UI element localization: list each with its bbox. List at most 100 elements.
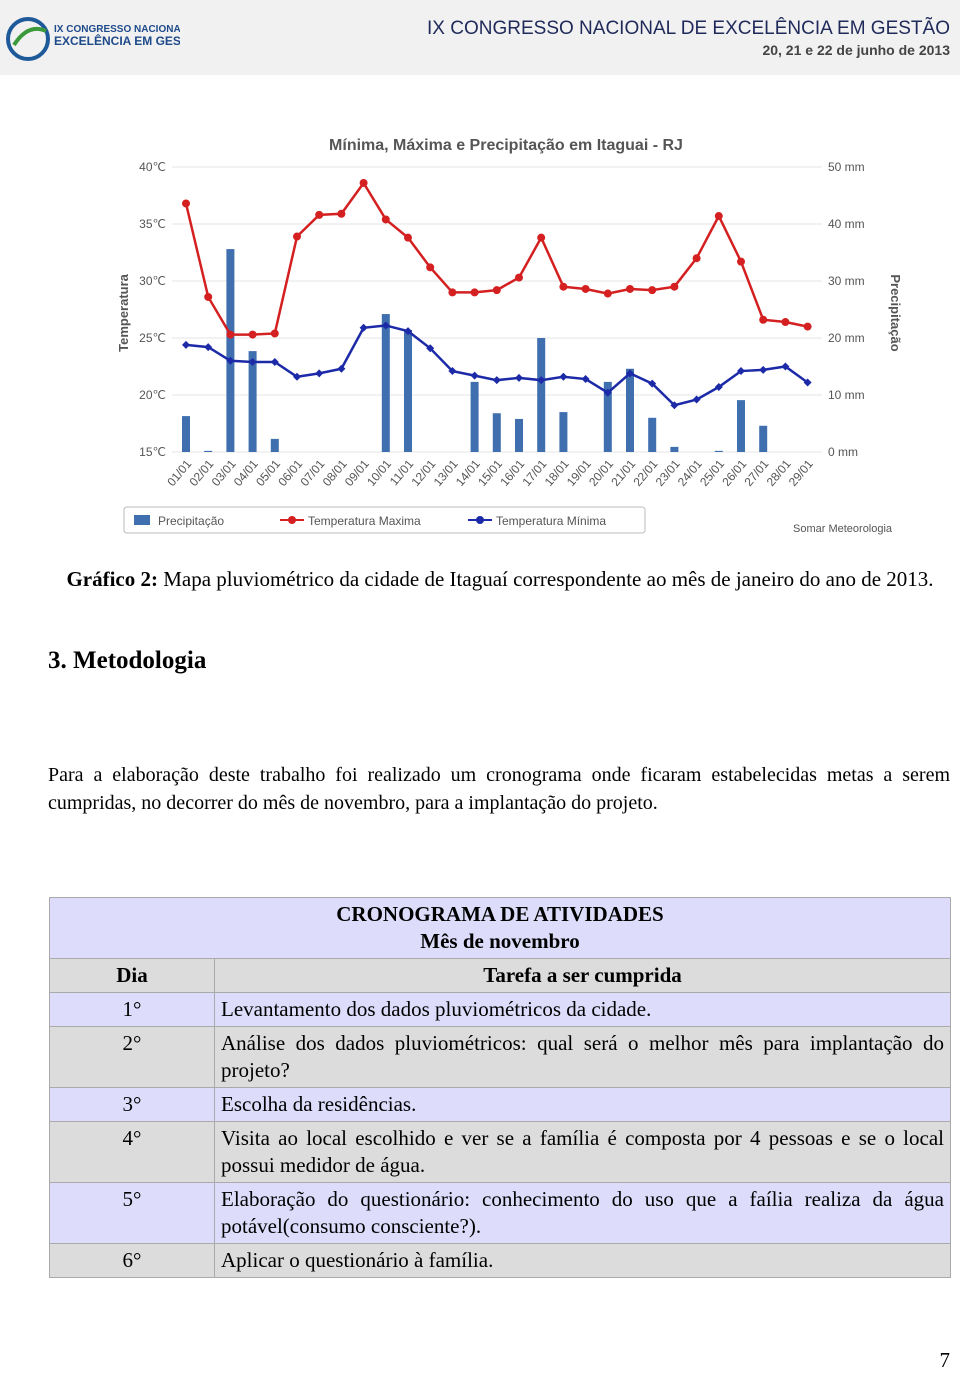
point: [359, 323, 368, 332]
point: [559, 372, 568, 381]
table-cell: Escolha da residências.: [214, 1087, 951, 1122]
point: [404, 233, 412, 242]
legend-label: Temperatura Mínima: [496, 514, 606, 528]
point: [204, 343, 213, 352]
legend-swatch: [476, 516, 484, 524]
line: [184, 180, 808, 336]
point: [248, 357, 257, 366]
bar: [204, 450, 213, 452]
bar: [603, 381, 612, 452]
point: [803, 322, 812, 331]
schedule-table: CRONOGRAMA DE ATIVIDADES Mês de novembro D…: [49, 897, 951, 1278]
cell-text: Visita ao local escolhido e ver se a fam…: [221, 1126, 944, 1177]
table-row: 1° Levantamento dos dados pluviométricos …: [49, 992, 951, 1027]
y-tick-label: 40℃: [139, 160, 166, 174]
point: [381, 215, 390, 224]
cell-text: 2°: [122, 1031, 142, 1055]
table-cell: 3°: [49, 1087, 215, 1122]
x-tick-label: 10/01: [364, 457, 394, 489]
point: [515, 373, 523, 382]
cell-text: 5°: [122, 1187, 142, 1211]
point: [714, 383, 723, 392]
table-cell: 2°: [49, 1026, 215, 1088]
legend-label: Temperatura Maxima: [308, 514, 421, 528]
bar: [626, 368, 634, 452]
point: [448, 288, 457, 297]
caption: Gráfico 2: Mapa pluviométrico da cidade …: [48, 565, 952, 593]
table-row: 4° Visita ao local escolhido e ver se a f…: [49, 1121, 951, 1183]
point: [581, 375, 590, 384]
point: [603, 289, 612, 298]
bar: [515, 418, 523, 452]
page-number: 7: [939, 1348, 951, 1372]
point: [515, 273, 523, 282]
header-title: IX CONGRESSO NACIONAL DE EXCELÊNCIA EM G…: [427, 18, 950, 39]
point: [337, 209, 346, 218]
table-cell: Levantamento dos dados pluviométricos da…: [214, 992, 951, 1027]
x-tick-label: 29/01: [786, 457, 816, 489]
table-cell: 5°: [49, 1182, 215, 1244]
bar: [714, 450, 723, 452]
table-row: Dia Tarefa a ser cumprida: [49, 958, 951, 993]
header-text: IX CONGRESSO NACIONAL DE EXCELÊNCIA EM G…: [427, 18, 950, 58]
cell-text: 1°: [122, 997, 142, 1021]
point: [182, 340, 190, 349]
table-row: 3° Escolha da residências.: [49, 1087, 951, 1122]
bar: [182, 416, 190, 452]
y-tick-label: 30℃: [139, 274, 166, 288]
table-cell: 1°: [49, 992, 215, 1027]
bar: [737, 400, 745, 452]
point: [670, 282, 679, 291]
point: [537, 376, 546, 385]
table-row: 6° Aplicar o questionário à família.: [49, 1243, 951, 1278]
cell-text: Dia: [116, 963, 148, 987]
point: [426, 263, 435, 272]
point: [581, 284, 590, 293]
point: [182, 199, 190, 208]
y-tick-label: 35℃: [139, 217, 166, 231]
logo-ring: [6, 17, 50, 61]
legend-swatch: [288, 516, 296, 524]
point: [359, 178, 368, 187]
point: [759, 365, 768, 374]
legend-swatch: [134, 515, 150, 525]
logo: IX CONGRESSO NACIONAL DE EXCELÊNCIA EM G…: [6, 17, 180, 61]
point: [315, 369, 324, 378]
caption-text: Mapa pluviométrico da cidade de Itaguaí …: [163, 567, 934, 591]
table-cell: Elaboração do questionário: conhecimento…: [214, 1182, 951, 1244]
bar: [537, 338, 546, 452]
header: IX CONGRESSO NACIONAL DE EXCELÊNCIA EM G…: [0, 0, 960, 75]
y2-tick-label: 0 mm: [828, 445, 858, 459]
logo-line: EXCELÊNCIA EM GESTÃO: [54, 33, 180, 48]
point: [293, 232, 301, 241]
legend-label: Precipitação: [158, 514, 224, 528]
bar: [492, 413, 501, 452]
bar: [759, 425, 768, 452]
bar: [559, 412, 568, 452]
header-date: 20, 21 e 22 de junho de 2013: [762, 42, 950, 58]
point: [426, 344, 435, 353]
point: [226, 356, 235, 365]
y2-tick-label: 30 mm: [828, 274, 865, 288]
cell-text: Escolha da residências.: [221, 1092, 417, 1116]
table-cell: Aplicar o questionário à família.: [214, 1243, 951, 1278]
cell-text: Elaboração do questionário: conhecimento…: [221, 1187, 944, 1238]
legend-box: [123, 506, 646, 534]
point: [315, 210, 324, 219]
point: [759, 315, 768, 324]
cell-text: CRONOGRAMA DE ATIVIDADES: [336, 902, 664, 926]
paragraph: Para a elaboração deste trabalho foi rea…: [48, 764, 950, 814]
cell-text: 3°: [122, 1092, 142, 1116]
point: [648, 379, 657, 388]
point: [448, 367, 457, 376]
y-tick-label: 20℃: [139, 388, 166, 402]
point: [737, 257, 745, 266]
cell-text: Aplicar o questionário à família.: [221, 1248, 494, 1272]
bar: [670, 446, 679, 452]
point: [470, 288, 479, 297]
cell-text: Mês de novembro: [420, 929, 580, 953]
point: [648, 286, 657, 295]
credit: Somar Meteorologia: [793, 523, 893, 535]
